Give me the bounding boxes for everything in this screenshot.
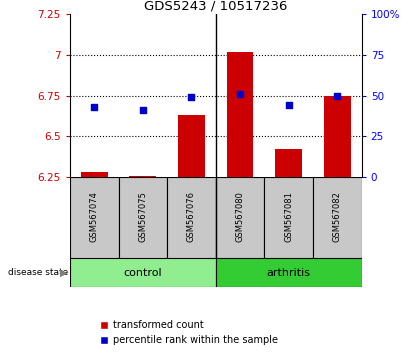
Point — [286, 103, 292, 108]
Bar — [275, 149, 302, 177]
Bar — [81, 172, 108, 177]
Bar — [227, 52, 254, 177]
Bar — [70, 258, 216, 287]
Point — [91, 104, 97, 110]
Point — [237, 91, 243, 97]
Text: GSM567075: GSM567075 — [139, 191, 147, 241]
Text: arthritis: arthritis — [267, 268, 311, 278]
Text: GSM567074: GSM567074 — [90, 191, 99, 241]
Bar — [313, 177, 362, 258]
Point — [188, 95, 195, 100]
Bar — [216, 258, 362, 287]
Point — [140, 107, 146, 113]
Bar — [216, 177, 264, 258]
Text: GSM567076: GSM567076 — [187, 190, 196, 241]
Title: GDS5243 / 10517236: GDS5243 / 10517236 — [144, 0, 287, 13]
Bar — [129, 176, 156, 177]
Text: GSM567082: GSM567082 — [333, 191, 342, 241]
Point — [334, 93, 341, 98]
Text: GSM567080: GSM567080 — [236, 191, 245, 241]
Text: GSM567081: GSM567081 — [284, 191, 293, 241]
Bar — [118, 177, 167, 258]
Bar — [167, 177, 216, 258]
Bar — [324, 96, 351, 177]
Bar — [178, 115, 205, 177]
Legend: transformed count, percentile rank within the sample: transformed count, percentile rank withi… — [95, 316, 282, 349]
Text: control: control — [124, 268, 162, 278]
Bar — [70, 177, 118, 258]
Text: disease state: disease state — [8, 268, 69, 277]
Bar — [264, 177, 313, 258]
Text: ▶: ▶ — [60, 268, 67, 278]
